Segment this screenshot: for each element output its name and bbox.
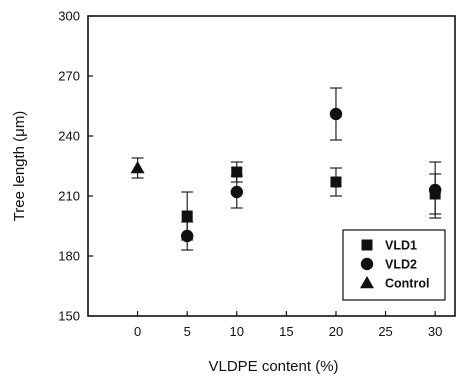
plot-frame [87,15,456,317]
data-point-vld2 [230,185,243,199]
data-point-vld1 [330,176,342,188]
data-marks [130,87,442,251]
y-tick-label: 150 [58,309,80,324]
legend-label: VLD1 [385,239,417,253]
axis-ticks: 0 5 10 15 20 25 30 150 180 210 240 270 300 [58,9,442,340]
legend-marker-vld1 [361,239,373,251]
y-tick-label: 270 [58,69,80,84]
data-point-vld2 [329,107,343,121]
x-tick-label: 30 [428,324,442,339]
x-tick-label: 0 [134,324,141,339]
data-point-vld2 [428,183,442,197]
series-control [130,157,145,179]
y-tick-label: 180 [58,249,80,264]
y-tick-label: 240 [58,129,80,144]
x-tick-label: 15 [279,324,293,339]
series-vld1 [181,161,442,241]
x-tick-label: 5 [184,324,191,339]
y-tick-label: 300 [58,9,80,24]
y-tick-label: 210 [58,189,80,204]
data-point-vld1 [181,210,193,222]
series-vld2 [180,87,442,251]
legend-label: VLD2 [385,258,417,272]
legend-marker-control [360,276,374,289]
legend-label: Control [385,277,429,291]
legend-box [342,229,446,301]
data-point-vld2 [180,229,194,243]
y-axis-label: Tree length (μm) [11,111,28,222]
legend: VLD1 VLD2 Control [342,229,446,301]
data-point-vld1 [231,166,243,178]
legend-item-vld2: VLD2 [360,257,417,272]
x-axis-label: VLDPE content (%) [208,358,338,375]
x-tick-label: 10 [230,324,244,339]
legend-marker-vld2 [360,257,374,271]
x-tick-label: 20 [329,324,343,339]
legend-item-control: Control [360,276,429,291]
data-point-control [130,161,145,174]
legend-item-vld1: VLD1 [361,239,417,253]
x-tick-label: 25 [378,324,392,339]
